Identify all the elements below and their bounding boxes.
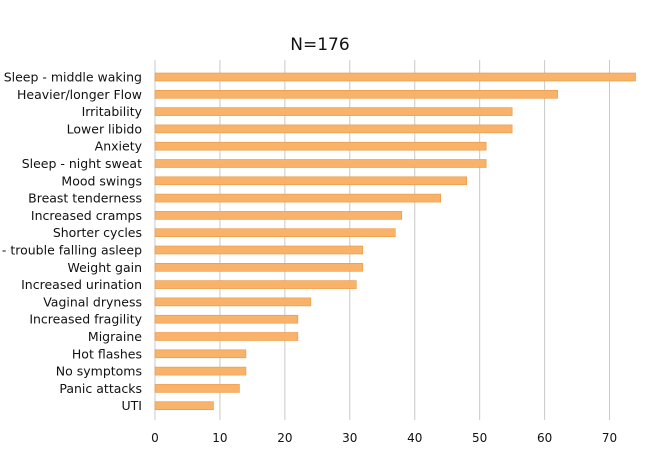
category-label: Sleep - night sweat	[22, 156, 142, 171]
bar	[154, 332, 299, 341]
category-labels: Sleep - middle waking Heavier/longer Flow…	[0, 70, 143, 414]
chart-title: N=176	[290, 35, 349, 55]
bar	[154, 107, 513, 116]
bar	[154, 176, 467, 186]
category-label: Sleep - middle waking	[4, 70, 142, 85]
category-label: Migraine	[88, 329, 142, 344]
bar	[154, 401, 214, 411]
x-tick-label: 20	[277, 431, 292, 445]
x-tick-label: 30	[342, 431, 357, 445]
category-label: Sleep - trouble falling asleep	[0, 243, 142, 258]
x-tick-label: 0	[151, 431, 159, 445]
x-tick-label: 60	[537, 431, 552, 445]
category-label: Breast tenderness	[28, 191, 142, 206]
x-tick-labels: 0 10 20 30 40 50 60 70	[151, 431, 617, 445]
x-tick-label: 70	[602, 431, 617, 445]
category-label: Weight gain	[67, 260, 142, 275]
category-label: Shorter cycles	[53, 225, 142, 240]
category-label: Lower libido	[67, 121, 142, 136]
category-label: Increased cramps	[31, 208, 142, 223]
grid-lines	[154, 60, 611, 420]
category-label: UTI	[122, 398, 142, 413]
category-label: Mood swings	[61, 173, 142, 188]
bar	[154, 297, 312, 307]
bar	[154, 262, 364, 272]
category-label: Heavier/longer Flow	[17, 87, 142, 102]
bar	[154, 193, 442, 203]
bar	[154, 280, 357, 289]
category-label: Irritability	[82, 104, 143, 119]
category-label: Panic attacks	[59, 381, 142, 396]
bar	[154, 228, 396, 237]
category-label: Vaginal dryness	[43, 294, 142, 309]
category-label: No symptoms	[56, 364, 142, 379]
bar	[154, 159, 487, 168]
category-label: Anxiety	[95, 139, 143, 154]
bar	[154, 349, 247, 359]
bar	[154, 366, 247, 376]
bar	[154, 90, 558, 99]
bar	[154, 314, 299, 324]
category-label: Hot flashes	[72, 346, 142, 361]
bar	[154, 124, 513, 134]
bars	[154, 72, 636, 411]
bar	[154, 384, 240, 393]
bar	[154, 211, 403, 220]
bar	[154, 141, 487, 151]
x-tick-label: 10	[212, 431, 227, 445]
category-label: Increased fragility	[29, 312, 142, 327]
x-tick-label: 40	[407, 431, 422, 445]
bar	[154, 72, 636, 82]
x-tick-label: 50	[472, 431, 487, 445]
category-label: Increased urination	[21, 277, 142, 292]
bar	[154, 245, 364, 255]
